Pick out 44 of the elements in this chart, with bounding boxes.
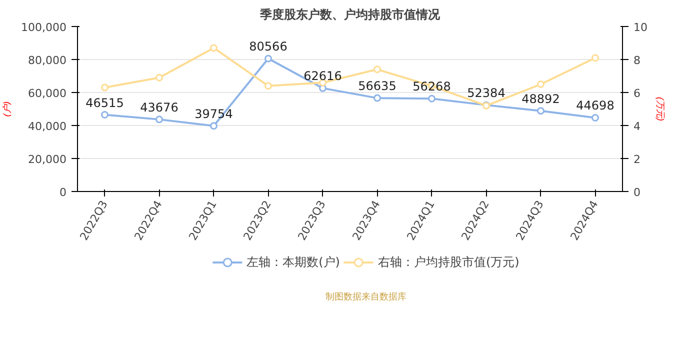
y2-tick-label: 10 <box>634 21 648 34</box>
data-label: 46515 <box>86 96 124 110</box>
y2-tick-label: 2 <box>634 153 640 166</box>
data-label: 39754 <box>194 106 233 121</box>
chart-title: 季度股东户数、户均持股市值情况 <box>259 8 441 22</box>
y2-tick-label: 4 <box>634 120 640 133</box>
point <box>592 54 599 62</box>
point <box>374 66 381 74</box>
y-tick-label: 20,000 <box>28 153 67 166</box>
data-label: 56635 <box>358 79 396 94</box>
y-tick-label: 60,000 <box>28 87 67 100</box>
legend-label: 左轴：本期数(户) <box>246 254 340 270</box>
text: 制图数据来自数据库 <box>326 292 406 302</box>
y-axis-title: (户) <box>2 100 14 118</box>
y2-tick-label: 6 <box>634 87 640 100</box>
point <box>156 74 163 82</box>
y-tick-label: 100,000 <box>21 21 67 34</box>
point <box>264 82 272 90</box>
y2-axis-title: (万元) <box>655 97 666 122</box>
point <box>210 44 218 52</box>
point <box>210 122 218 130</box>
legend-label: 右轴：户均持股市值(万元) <box>378 254 520 270</box>
y2-tick-label: 8 <box>634 54 640 67</box>
point <box>319 84 326 92</box>
data-label: 80566 <box>249 40 288 54</box>
y-tick-label: 0 <box>60 186 66 199</box>
data-label: 44698 <box>576 98 614 113</box>
point <box>374 94 381 102</box>
data-label: 43676 <box>140 100 178 114</box>
point <box>428 94 436 102</box>
data-label: 56268 <box>412 80 451 94</box>
y-tick-label: 40,000 <box>28 120 67 133</box>
data-label: 48892 <box>522 92 560 106</box>
point <box>101 84 108 92</box>
y2-tick-label: 0 <box>634 186 640 199</box>
y-tick-label: 80,000 <box>28 54 67 67</box>
point <box>156 116 163 124</box>
point <box>537 80 544 88</box>
point <box>264 54 272 62</box>
point <box>101 111 108 118</box>
point <box>537 107 544 115</box>
data-label: 62616 <box>304 69 342 84</box>
data-label: 52384 <box>467 86 506 100</box>
point <box>592 114 599 122</box>
